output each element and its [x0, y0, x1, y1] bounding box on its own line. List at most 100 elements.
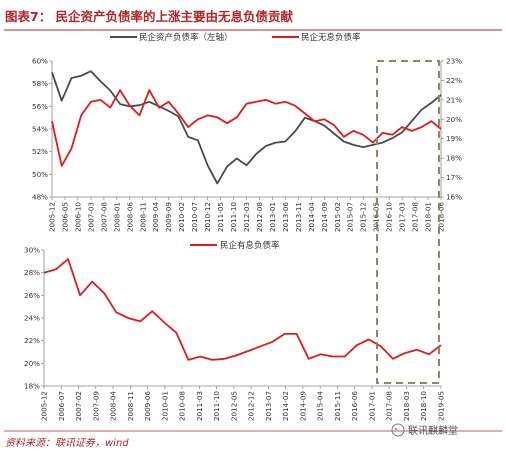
chart-1-ticks: 60% 58% 56% 54% 52% 50% 48% 23% 22% 21% 20% 19% 18% 1… [32, 57, 462, 233]
chart-2-lines [43, 258, 442, 361]
x-tick-label: 2010-12 [203, 202, 212, 232]
x-tick-label: 2012-12 [247, 391, 256, 421]
highlight-box [376, 60, 440, 384]
wechat-icon [391, 423, 405, 437]
x-tick-label: 2008-01 [112, 202, 121, 232]
x-tick-label: 2015-12 [359, 202, 368, 232]
x-tick-label: 2009-09 [164, 202, 173, 232]
x-tick-label: 2019-05 [437, 391, 446, 421]
x-tick-label: 2014-02 [281, 391, 290, 421]
x-tick-label: 2016-10 [385, 202, 394, 232]
chart-1-lines [51, 70, 442, 185]
x-tick-label: 2012-05 [229, 391, 238, 421]
y-right-tick-label: 21% [446, 95, 462, 104]
x-tick-label: 2006-07 [57, 391, 66, 421]
x-tick-label: 2015-02 [333, 202, 342, 232]
chart-2-axes [43, 250, 441, 387]
y-tick-label: 30% [24, 246, 40, 255]
x-tick-label: 2008-11 [138, 202, 147, 232]
chart-2: 民企有息负债率 30% 28% 26% 24% 22% 20% 18%2005-12 2006… [24, 240, 445, 421]
x-tick-label: 2013-11 [294, 202, 303, 232]
x-tick-label: 2006-05 [60, 202, 69, 232]
x-tick-label: 2013-01 [268, 202, 277, 232]
x-tick-label: 2008-11 [126, 391, 135, 421]
x-tick-label: 2007-09 [91, 391, 100, 421]
x-tick-label: 2018-03 [402, 391, 411, 421]
chart-2-ticks: 30% 28% 26% 24% 22% 20% 18%2005-12 2006-07 2007-… [24, 246, 445, 422]
chart-1: 民企资产负债率（左轴） 民企无息负债率 60% 58% 56% 54% 52% 50% 48… [32, 32, 462, 232]
x-tick-label: 2007-08 [99, 202, 108, 232]
x-tick-label: 2008-06 [125, 202, 134, 232]
x-tick-label: 2006-10 [73, 202, 82, 232]
figure-title: 图表7： 民企资产负债率的上涨主要由无息负债贡献 [5, 9, 294, 24]
x-tick-label: 2018-10 [419, 391, 428, 421]
wechat-icon-eye [395, 428, 397, 430]
x-tick-label: 2012-08 [255, 202, 264, 232]
y-tick-label: 48% [32, 193, 48, 202]
chart-1-legend: 民企资产负债率（左轴） 民企无息负债率 [110, 32, 361, 43]
x-tick-label: 2011-10 [212, 391, 221, 421]
x-tick-label: 2008-04 [109, 391, 118, 421]
legend-label-noninterest: 民企无息负债率 [301, 32, 361, 43]
y-tick-label: 24% [24, 314, 40, 323]
x-tick-label: 2007-03 [86, 202, 95, 232]
watermark-text: 联讯麒麟堂 [408, 424, 458, 437]
y-right-tick-label: 17% [446, 173, 462, 182]
x-tick-label: 2014-09 [320, 202, 329, 232]
x-tick-label: 2007-02 [74, 391, 83, 421]
x-tick-label: 2009-04 [151, 202, 160, 232]
chart-1-axes [51, 61, 442, 198]
x-tick-label: 2005-12 [40, 391, 49, 421]
x-tick-label: 2010-08 [178, 391, 187, 421]
y-tick-label: 58% [32, 79, 48, 88]
x-tick-label: 2017-03 [398, 202, 407, 232]
legend-label-interest: 民企有息负债率 [220, 240, 280, 251]
x-tick-label: 2016-05 [372, 202, 381, 232]
y-tick-label: 22% [24, 336, 40, 345]
x-tick-label: 2013-07 [264, 391, 273, 421]
y-tick-label: 52% [32, 147, 48, 156]
source-note: 资料来源：联讯证券，wind [5, 437, 129, 449]
x-tick-label: 2017-08 [411, 202, 420, 232]
watermark: 联讯麒麟堂 [391, 423, 458, 437]
y-tick-label: 56% [32, 102, 48, 111]
x-tick-label: 2017-01 [367, 391, 376, 421]
y-tick-label: 20% [24, 359, 40, 368]
x-tick-label: 2015-04 [316, 391, 325, 421]
series-line-0 [51, 70, 442, 185]
y-right-tick-label: 23% [446, 57, 462, 66]
y-right-tick-label: 18% [446, 154, 462, 163]
x-tick-label: 2015-07 [346, 202, 355, 232]
y-right-tick-label: 19% [446, 134, 462, 143]
y-tick-label: 28% [24, 268, 40, 277]
x-tick-label: 2011-03 [195, 391, 204, 421]
x-tick-label: 2011-05 [216, 202, 225, 232]
legend-label-assets: 民企资产负债率（左轴） [139, 32, 233, 43]
x-tick-label: 2016-06 [350, 391, 359, 421]
x-tick-label: 2014-04 [307, 202, 316, 232]
y-tick-label: 60% [32, 57, 48, 66]
x-tick-label: 2005-12 [48, 202, 57, 232]
series-line-1 [51, 89, 442, 167]
y-right-tick-label: 22% [446, 76, 462, 85]
x-tick-label: 2011-10 [229, 202, 238, 232]
chart-2-legend: 民企有息负债率 [190, 240, 280, 251]
y-tick-label: 26% [24, 291, 40, 300]
y-tick-label: 18% [24, 382, 40, 391]
x-tick-label: 2014-09 [298, 391, 307, 421]
series-line-0 [43, 258, 442, 361]
x-tick-label: 2012-03 [242, 202, 251, 232]
x-tick-label: 2015-11 [333, 391, 342, 421]
x-tick-label: 2018-06 [437, 202, 446, 232]
x-tick-label: 2018-01 [424, 202, 433, 232]
y-right-tick-label: 16% [446, 193, 462, 202]
x-tick-label: 2013-06 [281, 202, 290, 232]
x-tick-label: 2010-02 [177, 202, 186, 232]
x-tick-label: 2010-07 [190, 202, 199, 232]
y-right-tick-label: 20% [446, 115, 462, 124]
y-tick-label: 50% [32, 170, 48, 179]
x-tick-label: 2009-06 [143, 391, 152, 421]
x-tick-label: 2017-08 [385, 391, 394, 421]
y-tick-label: 54% [32, 125, 48, 134]
